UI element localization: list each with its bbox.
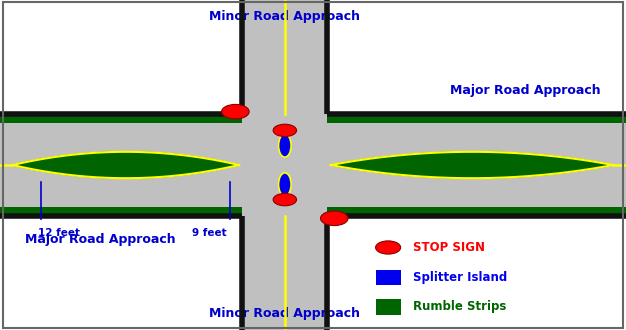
- Bar: [327, 114, 332, 116]
- Bar: [0, 114, 242, 123]
- Bar: [376, 270, 401, 285]
- Circle shape: [273, 124, 297, 137]
- Text: Splitter Island: Splitter Island: [413, 271, 508, 284]
- Bar: [327, 214, 332, 216]
- Circle shape: [273, 193, 297, 206]
- Circle shape: [222, 104, 249, 119]
- Text: Major Road Approach: Major Road Approach: [450, 84, 601, 97]
- Text: 12 feet: 12 feet: [38, 228, 80, 238]
- Text: Minor Road Approach: Minor Road Approach: [209, 307, 361, 320]
- Bar: [242, 0, 327, 330]
- Circle shape: [376, 241, 401, 254]
- Circle shape: [321, 211, 348, 226]
- Bar: [237, 214, 242, 216]
- Polygon shape: [331, 152, 613, 178]
- Polygon shape: [13, 152, 239, 178]
- Bar: [327, 207, 626, 216]
- Bar: [376, 299, 401, 315]
- Text: Rumble Strips: Rumble Strips: [413, 300, 506, 314]
- Text: STOP SIGN: STOP SIGN: [413, 241, 485, 254]
- Text: Major Road Approach: Major Road Approach: [25, 233, 176, 246]
- Bar: [0, 207, 242, 216]
- Bar: [327, 114, 626, 123]
- Ellipse shape: [279, 134, 291, 157]
- Text: Minor Road Approach: Minor Road Approach: [209, 10, 361, 23]
- Bar: [237, 114, 242, 116]
- Text: 9 feet: 9 feet: [192, 228, 227, 238]
- Bar: [0, 114, 626, 216]
- Ellipse shape: [279, 173, 291, 196]
